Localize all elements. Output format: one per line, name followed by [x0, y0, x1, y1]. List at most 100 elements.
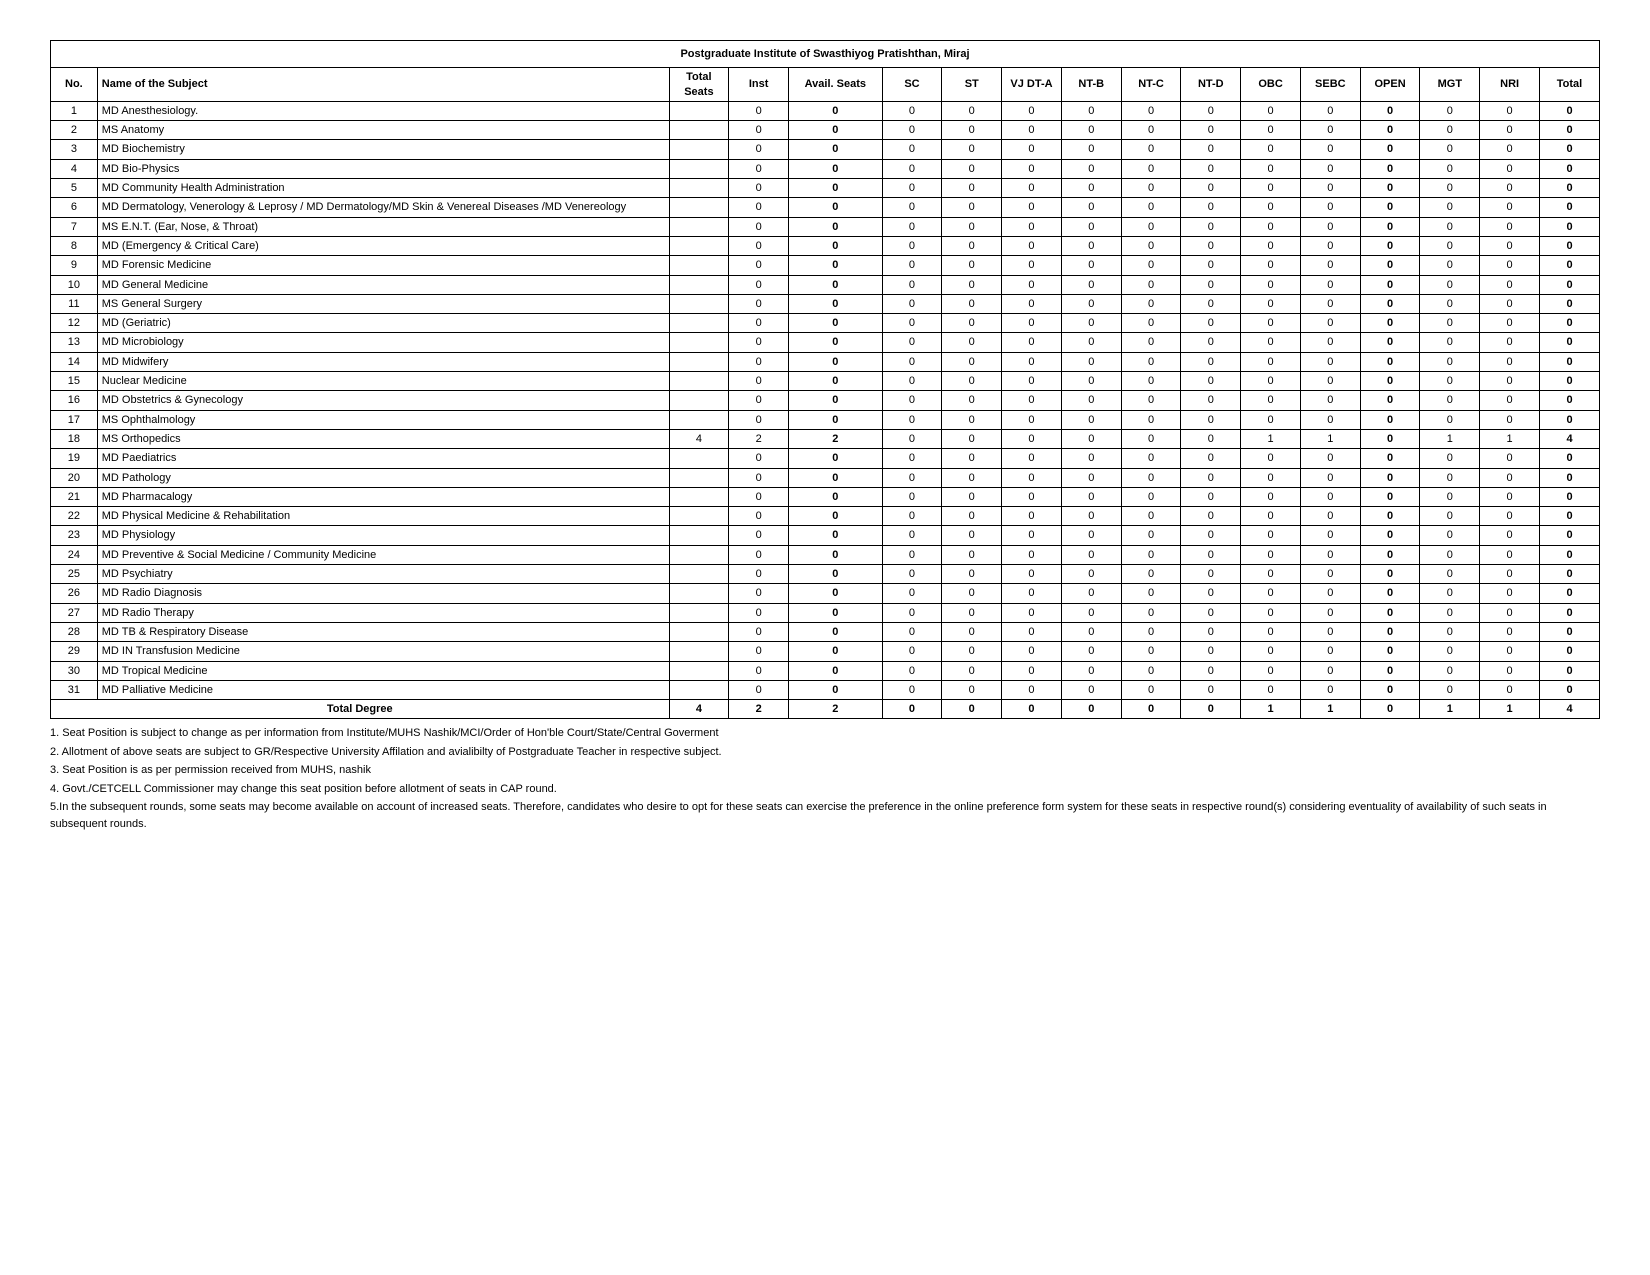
cell: 0	[1061, 294, 1121, 313]
cell: 0	[1121, 680, 1181, 699]
row-no: 14	[51, 352, 98, 371]
cell: 0	[1480, 410, 1540, 429]
cell: 0	[1360, 256, 1420, 275]
cell: 0	[1121, 507, 1181, 526]
cell: 0	[1360, 680, 1420, 699]
cell	[669, 333, 729, 352]
col-header: OPEN	[1360, 68, 1420, 102]
cell: 0	[1061, 449, 1121, 468]
cell: 0	[1540, 622, 1600, 641]
col-header: ST	[942, 68, 1002, 102]
cell: 0	[1241, 545, 1301, 564]
row-no: 5	[51, 179, 98, 198]
cell: 0	[1241, 391, 1301, 410]
cell: 0	[1181, 333, 1241, 352]
cell: 0	[942, 680, 1002, 699]
cell: 0	[1061, 565, 1121, 584]
cell: 0	[1121, 179, 1181, 198]
cell: 0	[789, 391, 883, 410]
cell: 0	[1061, 314, 1121, 333]
cell: 0	[729, 468, 789, 487]
cell: 0	[1061, 526, 1121, 545]
cell	[669, 372, 729, 391]
cell: 0	[1061, 333, 1121, 352]
cell: 0	[1300, 410, 1360, 429]
cell: 0	[1241, 179, 1301, 198]
cell: 1	[1300, 429, 1360, 448]
cell: 0	[1181, 121, 1241, 140]
cell: 0	[1480, 236, 1540, 255]
cell: 0	[1002, 526, 1062, 545]
cell: 0	[1480, 449, 1540, 468]
cell: 0	[729, 333, 789, 352]
cell: 0	[1420, 275, 1480, 294]
cell: 0	[1480, 372, 1540, 391]
cell: 0	[1181, 198, 1241, 217]
subject-name: MD Radio Diagnosis	[97, 584, 669, 603]
cell: 0	[729, 487, 789, 506]
cell: 0	[1480, 256, 1540, 275]
cell: 0	[789, 545, 883, 564]
cell: 0	[1420, 391, 1480, 410]
cell: 0	[942, 140, 1002, 159]
cell: 0	[1121, 217, 1181, 236]
total-cell: 1	[1420, 700, 1480, 719]
cell: 0	[882, 565, 942, 584]
cell: 0	[1002, 294, 1062, 313]
cell: 0	[942, 198, 1002, 217]
row-no: 15	[51, 372, 98, 391]
cell: 0	[1300, 179, 1360, 198]
cell: 0	[1300, 622, 1360, 641]
col-header: NT-B	[1061, 68, 1121, 102]
col-header: NT-C	[1121, 68, 1181, 102]
cell: 0	[789, 256, 883, 275]
cell: 0	[1241, 468, 1301, 487]
cell: 0	[1360, 217, 1420, 236]
cell: 0	[729, 256, 789, 275]
col-header: NT-D	[1181, 68, 1241, 102]
cell: 0	[1300, 661, 1360, 680]
cell: 0	[942, 314, 1002, 333]
cell: 0	[942, 333, 1002, 352]
cell: 0	[1241, 372, 1301, 391]
cell: 0	[1540, 584, 1600, 603]
cell: 0	[1002, 236, 1062, 255]
cell: 0	[1540, 198, 1600, 217]
cell: 0	[1181, 372, 1241, 391]
cell: 0	[1420, 449, 1480, 468]
cell: 0	[1121, 642, 1181, 661]
cell: 0	[1420, 545, 1480, 564]
subject-name: MD Physiology	[97, 526, 669, 545]
cell	[669, 275, 729, 294]
cell: 0	[1241, 661, 1301, 680]
cell: 0	[1241, 487, 1301, 506]
cell: 0	[1300, 236, 1360, 255]
cell: 0	[1480, 565, 1540, 584]
cell: 0	[729, 661, 789, 680]
cell: 0	[1540, 121, 1600, 140]
subject-name: Nuclear Medicine	[97, 372, 669, 391]
cell: 0	[789, 121, 883, 140]
cell: 0	[1181, 468, 1241, 487]
subject-name: MD IN Transfusion Medicine	[97, 642, 669, 661]
cell: 0	[1420, 314, 1480, 333]
cell: 0	[1002, 429, 1062, 448]
cell: 0	[942, 217, 1002, 236]
cell: 0	[729, 526, 789, 545]
row-no: 8	[51, 236, 98, 255]
cell: 0	[729, 372, 789, 391]
cell: 0	[729, 314, 789, 333]
cell: 0	[1300, 487, 1360, 506]
cell: 0	[1480, 487, 1540, 506]
cell: 0	[1241, 217, 1301, 236]
cell	[669, 526, 729, 545]
cell: 0	[1480, 198, 1540, 217]
row-no: 13	[51, 333, 98, 352]
cell	[669, 198, 729, 217]
cell: 0	[1420, 642, 1480, 661]
cell: 0	[1480, 140, 1540, 159]
subject-name: MD Preventive & Social Medicine / Commun…	[97, 545, 669, 564]
cell: 0	[1061, 429, 1121, 448]
cell: 0	[1300, 256, 1360, 275]
cell: 0	[1121, 121, 1181, 140]
